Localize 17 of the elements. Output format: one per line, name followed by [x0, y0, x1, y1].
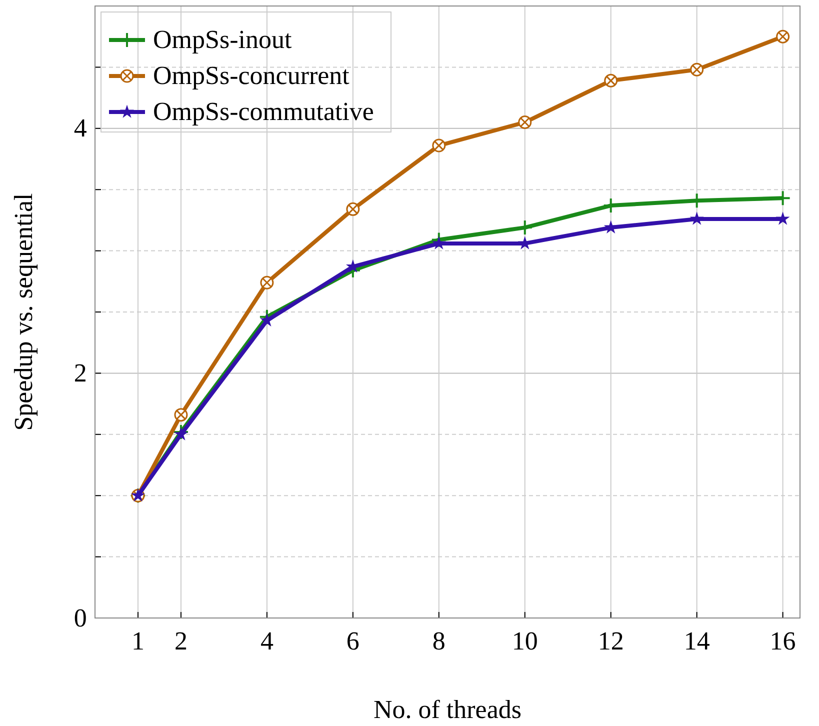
legend-label: OmpSs-inout — [153, 25, 292, 54]
x-tick-label: 10 — [512, 626, 538, 656]
y-tick-label: 4 — [74, 114, 87, 143]
x-tick-label: 12 — [598, 626, 624, 656]
x-tick-label: 2 — [174, 626, 188, 656]
y-tick-label: 0 — [74, 603, 87, 632]
x-axis-title: No. of threads — [373, 695, 522, 724]
y-axis-title: Speedup vs. sequential — [9, 193, 38, 431]
y-tick-label: 2 — [74, 358, 87, 388]
x-tick-label: 8 — [432, 626, 446, 656]
legend-label: OmpSs-commutative — [153, 97, 374, 126]
x-tick-label: 6 — [346, 626, 360, 656]
legend-label: OmpSs-concurrent — [153, 61, 350, 90]
x-tick-label: 1 — [131, 626, 144, 656]
x-tick-label: 16 — [770, 626, 796, 656]
x-tick-label: 14 — [684, 626, 710, 656]
x-tick-label: 4 — [260, 626, 274, 656]
